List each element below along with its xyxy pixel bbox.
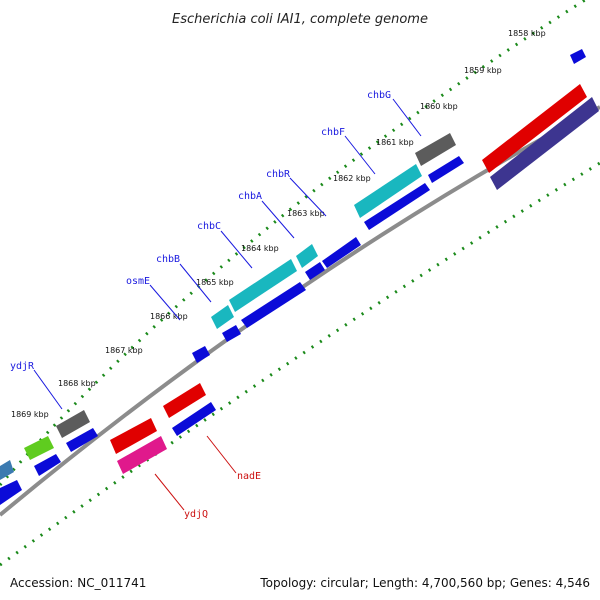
gene-block [211, 305, 234, 329]
gene-block [192, 346, 210, 363]
accession-label: Accession: NC_011741 [10, 576, 146, 590]
label-leader-line [154, 473, 185, 511]
tick-labels: 1858 kbp 1859 kbp 1860 kbp 1861 kbp 1862… [11, 29, 546, 419]
gene-block [66, 428, 98, 452]
gene-block [241, 282, 306, 328]
gene-block [0, 460, 14, 480]
tick-label: 1862 kbp [333, 174, 371, 183]
tick-label: 1863 kbp [287, 209, 325, 218]
gene-labels: chbG chbF chbR chbA chbC chbB osmE ydjR … [10, 90, 422, 520]
label-leader-line [33, 369, 63, 410]
gene-label-chbG: chbG [367, 90, 391, 101]
gene-block [222, 325, 241, 342]
gene-label-chbB: chbB [156, 254, 180, 265]
tick-label: 1866 kbp [150, 312, 188, 321]
gene-block [415, 133, 456, 166]
gene-block [305, 262, 325, 280]
map-title: Escherichia coli IAI1, complete genome [172, 12, 428, 27]
gene-label-chbF: chbF [321, 127, 345, 138]
label-leader-line [392, 98, 422, 137]
gene-block [34, 454, 61, 476]
gene-block [117, 436, 167, 474]
gene-block [364, 183, 430, 230]
gene-label-osmE: osmE [126, 276, 150, 287]
tick-label: 1861 kbp [376, 138, 414, 147]
gene-label-ydjQ: ydjQ [184, 509, 208, 520]
tick-label: 1868 kbp [58, 379, 96, 388]
gene-block [172, 402, 216, 436]
tick-label: 1864 kbp [241, 244, 279, 253]
label-leader-line [179, 263, 212, 303]
tick-label: 1858 kbp [508, 29, 546, 38]
gene-block [110, 418, 157, 454]
tick-label: 1869 kbp [11, 410, 49, 419]
tick-label: 1860 kbp [420, 102, 458, 111]
gene-label-nadE: nadE [237, 471, 261, 482]
label-leader-line [220, 230, 253, 269]
gene-label-ydjR: ydjR [10, 361, 35, 372]
topology-label: Topology: circular; Length: 4,700,560 bp… [259, 576, 590, 590]
gene-block [490, 97, 599, 190]
label-leader-line [344, 135, 376, 175]
gene-label-chbC: chbC [197, 221, 221, 232]
gene-block [482, 84, 587, 173]
gene-block [0, 480, 22, 505]
tick-label: 1859 kbp [464, 66, 502, 75]
label-leader-line [206, 435, 237, 474]
gene-block [354, 164, 422, 218]
label-leader-line [149, 284, 181, 321]
gene-label-chbR: chbR [266, 169, 291, 180]
gene-block [24, 436, 54, 460]
gene-block [322, 237, 361, 268]
gene-block [56, 410, 90, 438]
forward-strand [0, 49, 586, 505]
gene-block [570, 49, 586, 64]
gene-block [428, 156, 464, 183]
label-leader-line [289, 177, 327, 217]
gene-block [296, 244, 318, 268]
tick-label: 1865 kbp [196, 278, 234, 287]
tick-label: 1867 kbp [105, 346, 143, 355]
inner-tick-ring [0, 161, 600, 567]
colored-genes [0, 133, 456, 480]
gene-block [229, 259, 297, 312]
gene-block [163, 383, 206, 418]
label-leader-line [261, 200, 295, 239]
gene-label-chbA: chbA [238, 191, 262, 202]
reverse-strand [110, 84, 599, 474]
